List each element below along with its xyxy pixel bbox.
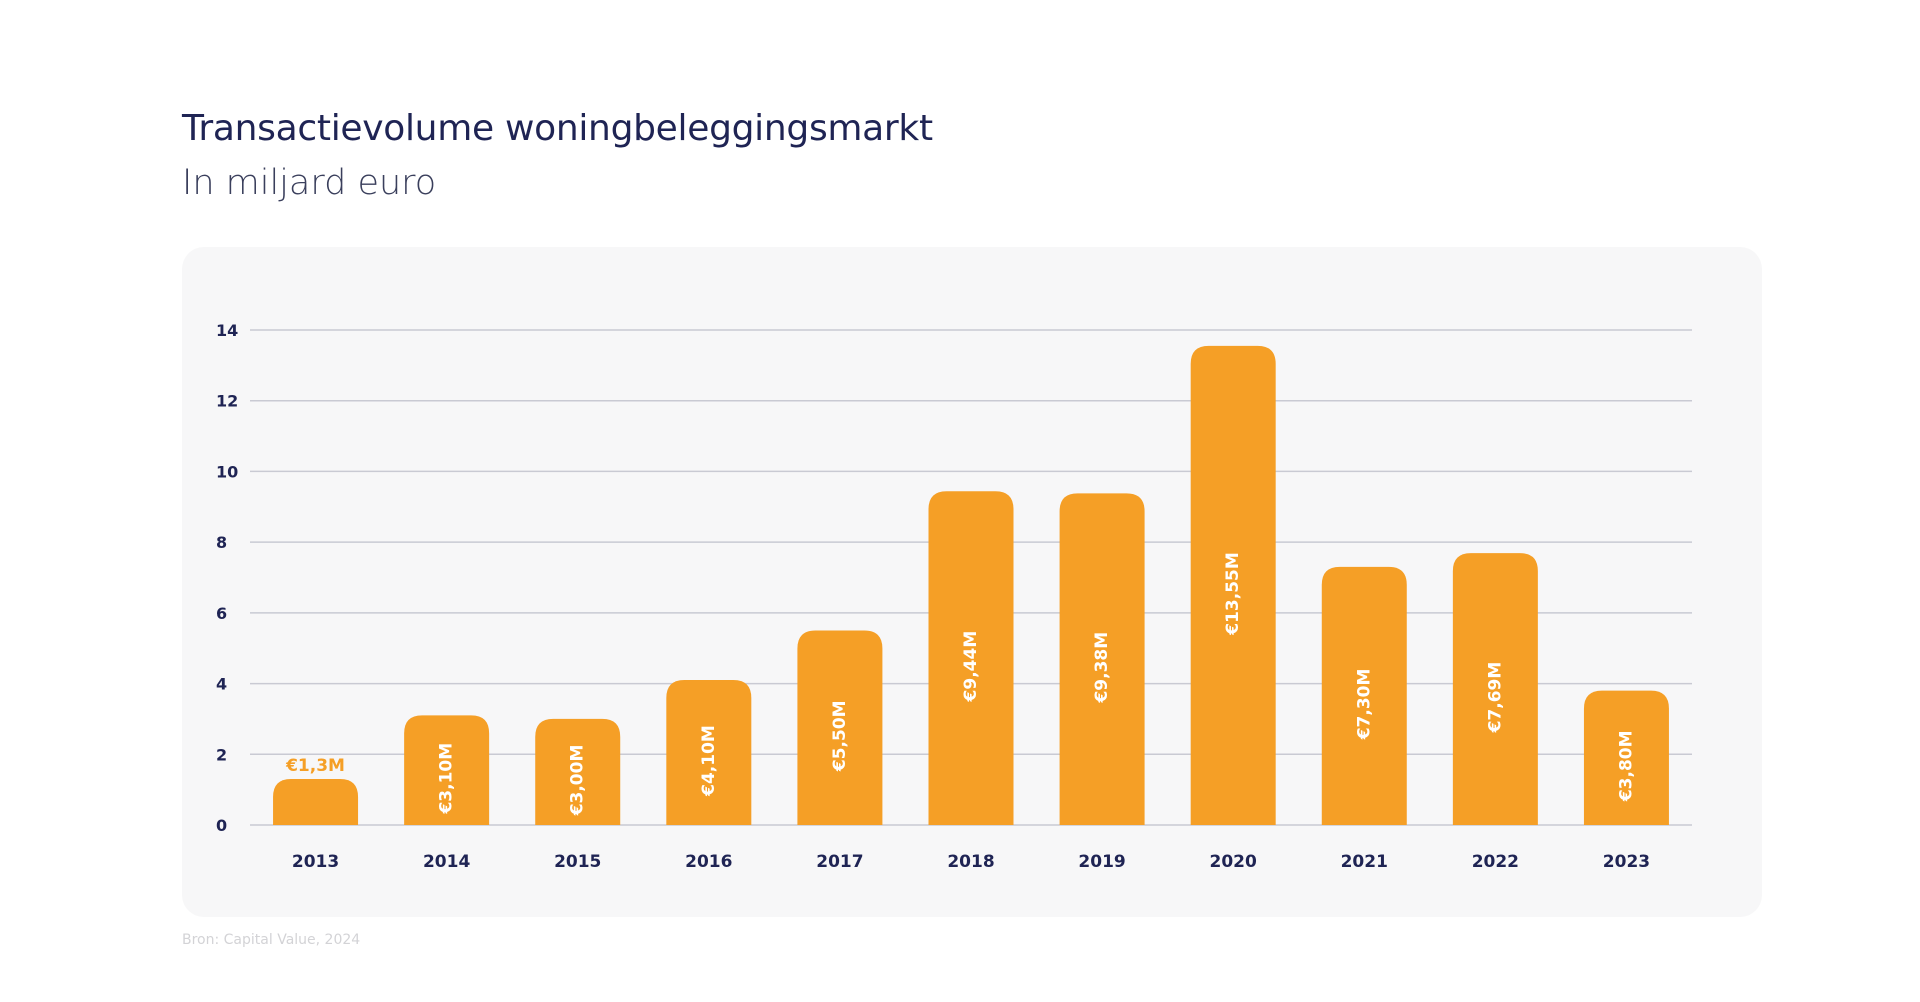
y-tick-label: 10 bbox=[216, 462, 238, 481]
data-label: €3,10M bbox=[437, 743, 457, 815]
data-label: €4,10M bbox=[699, 725, 719, 797]
data-label: €7,30M bbox=[1354, 669, 1374, 741]
data-label: €13,55M bbox=[1223, 552, 1243, 636]
y-tick-label: 0 bbox=[216, 816, 227, 835]
x-tick-label: 2017 bbox=[816, 852, 863, 872]
y-tick-label: 4 bbox=[216, 675, 227, 694]
bar-2015 bbox=[535, 718, 621, 825]
data-label: €3,80M bbox=[1616, 730, 1636, 802]
data-label: €9,44M bbox=[961, 631, 981, 703]
data-label: €5,50M bbox=[830, 700, 850, 772]
x-tick-label: 2015 bbox=[554, 852, 601, 872]
y-axis-ticks: 0 2 4 6 8 10 12 14 bbox=[216, 321, 238, 835]
chart-subtitle: In miljard euro bbox=[182, 163, 437, 203]
x-tick-label: 2023 bbox=[1603, 852, 1650, 872]
data-label: €7,69M bbox=[1485, 662, 1505, 734]
x-tick-label: 2013 bbox=[292, 852, 339, 872]
bar-2022 bbox=[1452, 553, 1538, 825]
y-tick-label: 2 bbox=[216, 745, 227, 764]
bar-2016 bbox=[666, 680, 752, 825]
x-tick-label: 2016 bbox=[685, 852, 732, 872]
x-tick-label: 2022 bbox=[1472, 852, 1519, 872]
y-tick-label: 6 bbox=[216, 604, 227, 623]
data-labels: €1,3M €3,10M €3,00M €4,10M €5,50M €9,44M €9,38… bbox=[285, 552, 1636, 816]
x-tick-label: 2018 bbox=[947, 852, 994, 872]
x-axis-ticks: 2013 2014 2015 2016 2017 2018 2019 2020 2021 2022… bbox=[292, 852, 1650, 872]
source-note: Bron: Capital Value, 2024 bbox=[182, 932, 361, 948]
bar-chart: 0 2 4 6 8 10 12 14 2013 2014 2015 2016 2017 2018 2019… bbox=[216, 321, 1692, 872]
y-tick-label: 14 bbox=[216, 321, 238, 340]
chart-title: Transactievolume woningbeleggingsmarkt bbox=[182, 108, 933, 149]
data-label: €1,3M bbox=[285, 756, 345, 776]
x-tick-label: 2020 bbox=[1210, 852, 1257, 872]
bar-2013 bbox=[273, 779, 359, 825]
data-label: €3,00M bbox=[568, 745, 588, 817]
x-tick-label: 2014 bbox=[423, 852, 470, 872]
bar-2021 bbox=[1321, 566, 1407, 825]
chart-card: 0 2 4 6 8 10 12 14 2013 2014 2015 2016 2017 2018 2019… bbox=[182, 247, 1762, 917]
data-label: €9,38M bbox=[1092, 632, 1112, 704]
bar-2020 bbox=[1190, 345, 1276, 825]
bar-2014 bbox=[404, 715, 490, 825]
bar-2018 bbox=[928, 491, 1014, 825]
bar-2023 bbox=[1583, 690, 1669, 825]
bar-2017 bbox=[797, 630, 883, 825]
x-tick-label: 2019 bbox=[1078, 852, 1125, 872]
y-tick-label: 12 bbox=[216, 392, 238, 411]
x-tick-label: 2021 bbox=[1341, 852, 1388, 872]
y-tick-label: 8 bbox=[216, 533, 227, 552]
bar-2019 bbox=[1059, 493, 1145, 825]
bars bbox=[273, 345, 1669, 825]
